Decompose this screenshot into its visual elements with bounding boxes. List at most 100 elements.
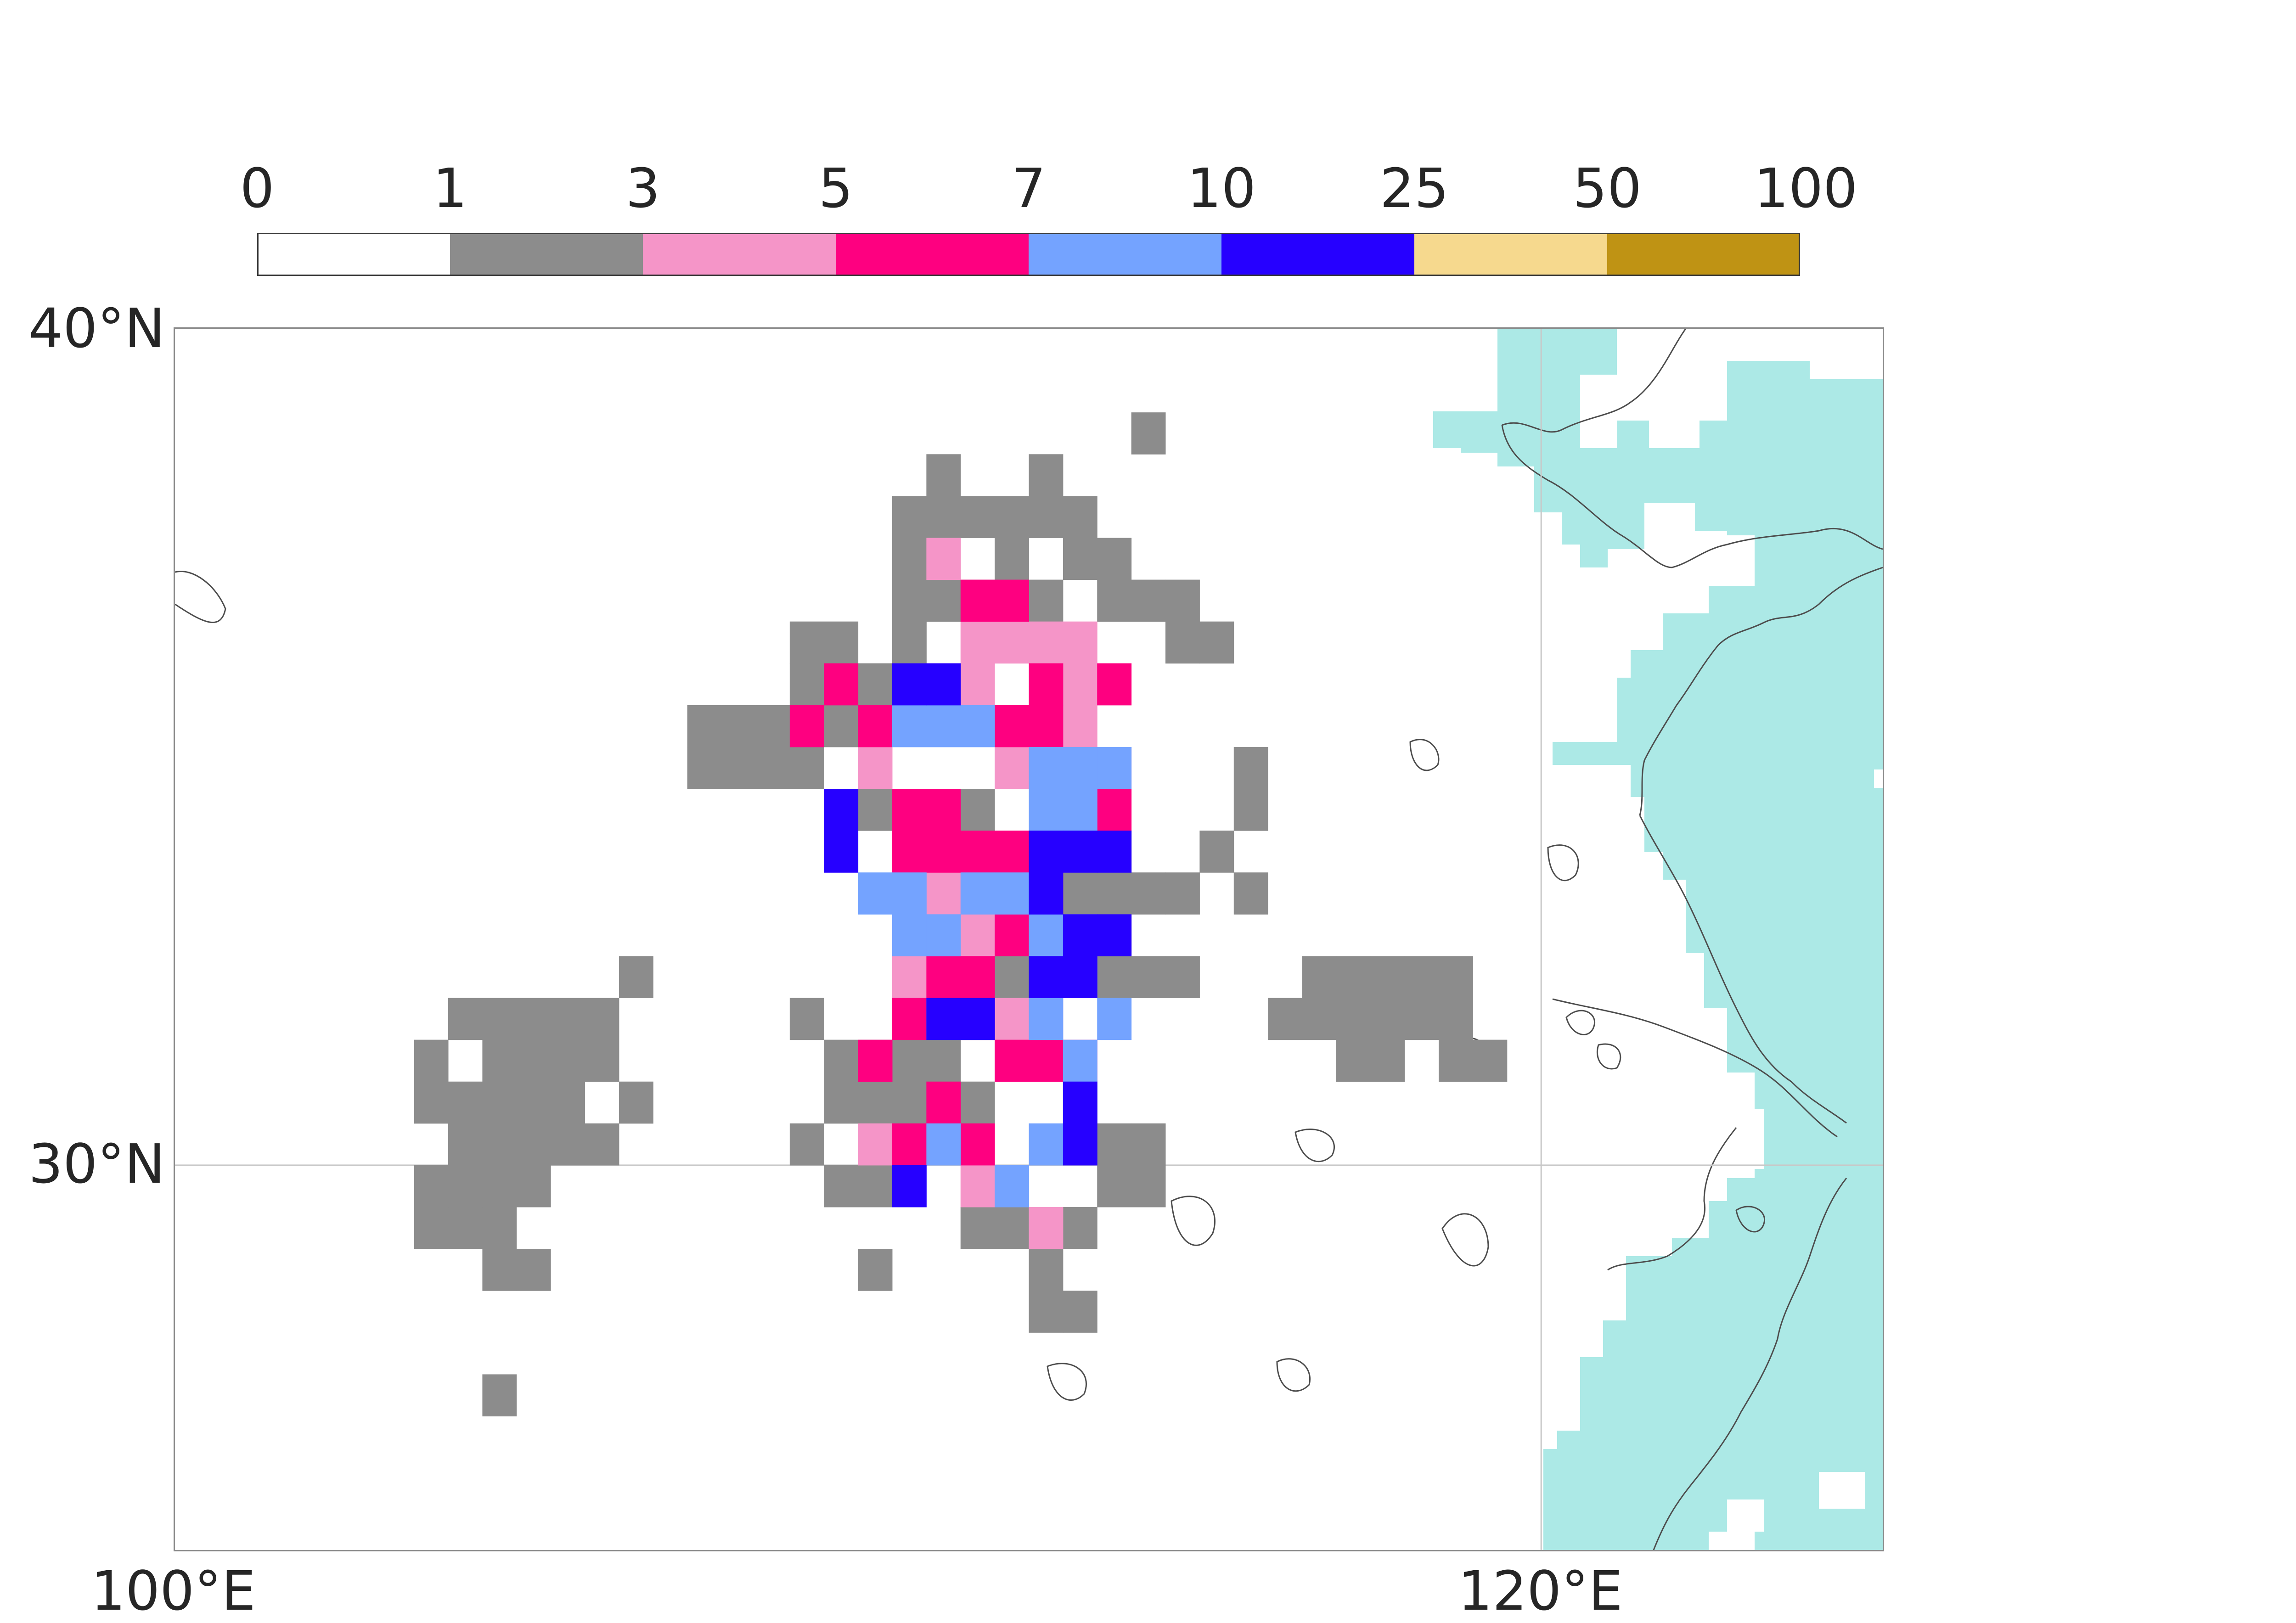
precip-cell-pink: [1063, 705, 1097, 747]
precip-cell-gray: [1131, 1165, 1166, 1207]
precip-cell-magenta: [892, 1123, 927, 1166]
precip-cell-gray: [1404, 998, 1439, 1040]
lake-taihu: [1735, 1206, 1766, 1233]
precip-cell-gray: [892, 621, 927, 664]
precip-cell-gray: [1097, 579, 1132, 622]
precip-cell-gray: [960, 496, 995, 538]
precip-cell-magenta: [960, 579, 995, 622]
precip-cell-light-blue: [1029, 998, 1064, 1040]
lake-qinghai: [175, 571, 226, 623]
precip-cell-magenta: [926, 789, 961, 831]
colorbar-swatch-7-10: [1029, 233, 1221, 276]
precip-cell-light-blue: [926, 1123, 961, 1166]
precip-cell-gray: [960, 789, 995, 831]
precip-cell-magenta: [926, 831, 961, 873]
precip-cell-gray: [1063, 872, 1097, 915]
colorbar-tick-label: 0: [240, 157, 275, 220]
precip-cell-magenta: [789, 705, 824, 747]
colorbar-tick-label: 5: [818, 157, 853, 220]
precip-cell-gray: [1370, 1039, 1405, 1082]
precip-cell-magenta: [960, 831, 995, 873]
precip-cell-gray: [414, 1081, 449, 1124]
precip-cell-magenta: [960, 1123, 995, 1166]
precip-cell-magenta: [892, 998, 927, 1040]
precip-cell-gray: [516, 1081, 551, 1124]
precip-cell-gray: [824, 1165, 859, 1207]
precip-cell-blue: [1063, 956, 1097, 999]
precip-cell-magenta: [926, 956, 961, 999]
precip-cell-gray: [585, 1123, 619, 1166]
precip-cell-blue: [1063, 831, 1097, 873]
lon-tick-label-120e: 120°E: [1458, 1559, 1623, 1623]
precip-cell-gray: [755, 705, 790, 747]
lat-tick-label-30n: 30°N: [28, 1132, 165, 1196]
precip-cell-gray: [892, 496, 927, 538]
precip-cell-gray: [789, 663, 824, 706]
precip-cell-blue: [1097, 831, 1132, 873]
precip-cell-gray: [789, 998, 824, 1040]
reservoir-sanmenxia: [1409, 739, 1440, 771]
precip-cell-blue: [824, 831, 859, 873]
precip-cell-gray: [551, 1123, 585, 1166]
precip-cell-magenta: [1029, 1039, 1064, 1082]
precip-cell-blue: [1063, 1081, 1097, 1124]
precip-cell-gray: [482, 1123, 517, 1166]
precip-cell-gray: [1336, 998, 1371, 1040]
precip-cell-gray: [1029, 579, 1064, 622]
ocean-mask-gap: [1722, 1155, 1750, 1178]
colorbar-tick-label: 50: [1572, 157, 1642, 220]
precip-cell-pink: [926, 872, 961, 915]
precip-cell-light-blue: [892, 914, 927, 956]
precip-cell-light-blue: [1029, 914, 1064, 956]
precip-cell-blue: [1029, 956, 1064, 999]
precip-cell-gray: [1131, 1123, 1166, 1166]
precip-cell-light-blue: [1097, 747, 1132, 789]
precip-cell-blue: [824, 789, 859, 831]
precip-cell-gray: [892, 1081, 927, 1124]
precip-cell-gray: [482, 998, 517, 1040]
precip-cell-gray: [789, 621, 824, 664]
precip-cell-pink: [858, 747, 893, 789]
precip-cell-gray: [619, 1081, 653, 1124]
colorbar-swatch-10-25: [1221, 233, 1414, 276]
precip-cell-pink: [858, 1123, 893, 1166]
precip-cell-gray: [1370, 956, 1405, 999]
precip-cell-pink: [1029, 1207, 1064, 1249]
coastline-zhejiang: [1653, 1178, 1847, 1550]
precip-cell-light-blue: [1029, 747, 1064, 789]
precip-cell-gray: [926, 454, 961, 496]
precip-cell-gray: [858, 663, 893, 706]
precip-cell-gray: [1439, 998, 1473, 1040]
precip-cell-magenta: [858, 705, 893, 747]
precip-cell-pink: [1063, 621, 1097, 664]
precip-cell-light-blue: [1063, 747, 1097, 789]
colorbar-tick-label: 25: [1379, 157, 1449, 220]
colorbar-swatch-50-100: [1607, 233, 1800, 276]
precip-cell-gray: [1233, 789, 1268, 831]
precip-cell-gray: [1029, 1249, 1064, 1291]
precip-cell-pink: [995, 998, 1029, 1040]
lon-tick-label-100e: 100°E: [91, 1559, 256, 1623]
precip-cell-gray: [1097, 1123, 1132, 1166]
precip-cell-light-blue: [892, 705, 927, 747]
precip-cell-blue: [960, 998, 995, 1040]
precip-cell-gray: [1029, 496, 1064, 538]
precip-cell-gray: [1165, 579, 1200, 622]
precip-cell-gray: [687, 747, 722, 789]
precip-cell-blue: [1029, 872, 1064, 915]
precip-cell-magenta: [892, 831, 927, 873]
precip-cell-light-blue: [926, 914, 961, 956]
precip-cell-gray: [1131, 412, 1166, 455]
precip-cell-gray: [1063, 1207, 1097, 1249]
precip-cell-gray: [1097, 538, 1132, 580]
lake-gaoyou: [1596, 1043, 1621, 1070]
precip-cell-light-blue: [960, 705, 995, 747]
precip-cell-gray: [960, 1081, 995, 1124]
precip-cell-pink: [995, 621, 1029, 664]
precip-cell-gray: [789, 1123, 824, 1166]
precip-cell-gray: [755, 747, 790, 789]
precip-cell-blue: [926, 663, 961, 706]
precip-cell-gray: [516, 1039, 551, 1082]
coastline-shandong: [1639, 567, 1883, 816]
precip-cell-gray: [960, 1207, 995, 1249]
